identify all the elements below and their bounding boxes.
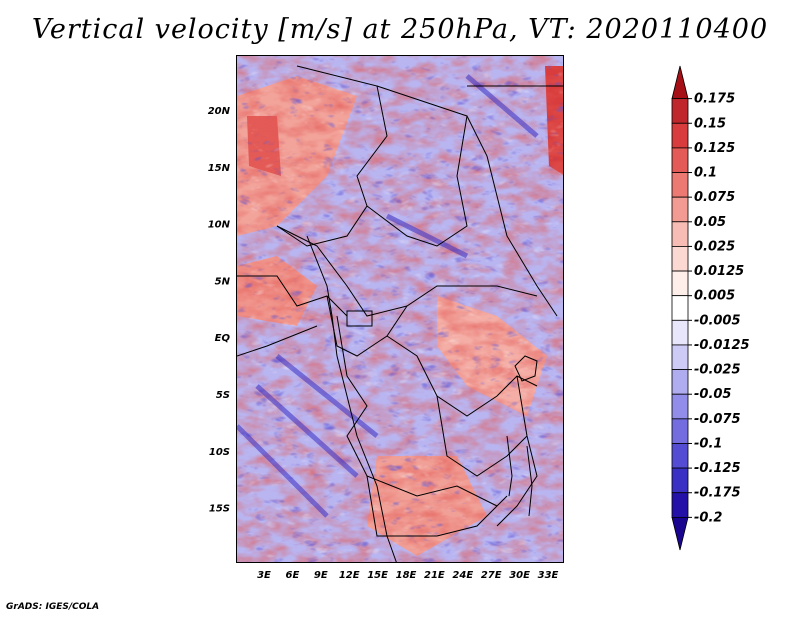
colorbar-boxes (671, 65, 689, 551)
longitude-label: 33E (538, 570, 559, 581)
colorbar-box (671, 122, 689, 149)
latitude-label: EQ (215, 333, 231, 344)
longitude-label: 21E (424, 570, 445, 581)
map-panel (236, 55, 564, 563)
colorbar-box (671, 196, 689, 223)
latitude-label: 20N (208, 106, 231, 117)
colorbar-label: 0.025 (694, 239, 735, 254)
longitude-label: 30E (509, 570, 530, 581)
colorbar-box (671, 270, 689, 297)
lakes (346, 310, 538, 517)
colorbar-box (671, 344, 689, 370)
longitude-ticks: 3E 6E 9E 12E 15E 18E 21E 24E 27E 30E 33E (257, 570, 558, 581)
colorbar-box (671, 418, 689, 444)
colorbar-label: 0.175 (694, 92, 735, 107)
colorbar-label: -0.075 (694, 412, 741, 427)
colorbar-box (671, 65, 689, 100)
vertical-velocity-field (237, 56, 563, 562)
country-borders (237, 65, 563, 537)
longitude-label: 15E (367, 570, 388, 581)
colorbar-box (671, 516, 689, 551)
longitude-label: 12E (339, 570, 360, 581)
chart-title: Vertical velocity [m/s] at 250hPa, VT: 2… (31, 14, 769, 45)
latitude-label: 15N (208, 163, 231, 174)
colorbar-label: 0.0125 (694, 264, 744, 279)
latitude-ticks: 20N 15N 10N 5N EQ 5S 10S 15S (208, 106, 231, 515)
colorbar-label: -0.125 (694, 461, 741, 476)
colorbar-box (671, 319, 689, 346)
latitude-label: 10N (208, 220, 231, 231)
colorbar-label: -0.175 (694, 486, 741, 501)
colorbar-label: 0.075 (694, 190, 735, 205)
longitude-label: 18E (396, 570, 417, 581)
colorbar-label: -0.025 (694, 363, 741, 378)
colorbar-label: -0.05 (694, 387, 731, 402)
colorbar-box (671, 246, 689, 272)
colorbar-label: -0.1 (694, 436, 722, 451)
colorbar-label: 0.005 (694, 289, 735, 304)
colorbar-box (671, 467, 689, 494)
latitude-label: 5N (215, 276, 231, 287)
longitude-label: 24E (452, 570, 473, 581)
colorbar-label: 0.1 (694, 166, 717, 181)
grads-credit: GrADS: IGES/COLA (6, 602, 100, 612)
colorbar-box (671, 492, 689, 518)
colorbar-box (671, 221, 689, 247)
latitude-label: 15S (209, 504, 230, 515)
colorbar-box (671, 98, 689, 124)
latitude-label: 10S (209, 447, 230, 458)
latitude-label: 5S (216, 390, 230, 401)
longitude-label: 3E (257, 570, 271, 581)
colorbar-label: 0.15 (694, 116, 726, 131)
colorbar-labels: 0.175 0.15 0.125 0.1 0.075 0.05 0.025 0.0125 0.0… (688, 92, 750, 525)
colorbar-box (671, 443, 689, 469)
colorbar-label: -0.0125 (694, 338, 750, 353)
colorbar-box (671, 295, 689, 321)
longitude-label: 6E (286, 570, 300, 581)
longitude-label: 27E (481, 570, 502, 581)
colorbar-label: -0.2 (694, 510, 722, 525)
colorbar-box (671, 393, 689, 420)
colorbar-box (671, 172, 689, 198)
colorbar-label: -0.005 (694, 313, 741, 328)
colorbar-label: 0.125 (694, 141, 735, 156)
coastline (306, 235, 397, 562)
colorbar-label: 0.05 (694, 215, 726, 230)
longitude-label: 9E (314, 570, 328, 581)
colorbar-box (671, 369, 689, 395)
colorbar-box (671, 147, 689, 173)
